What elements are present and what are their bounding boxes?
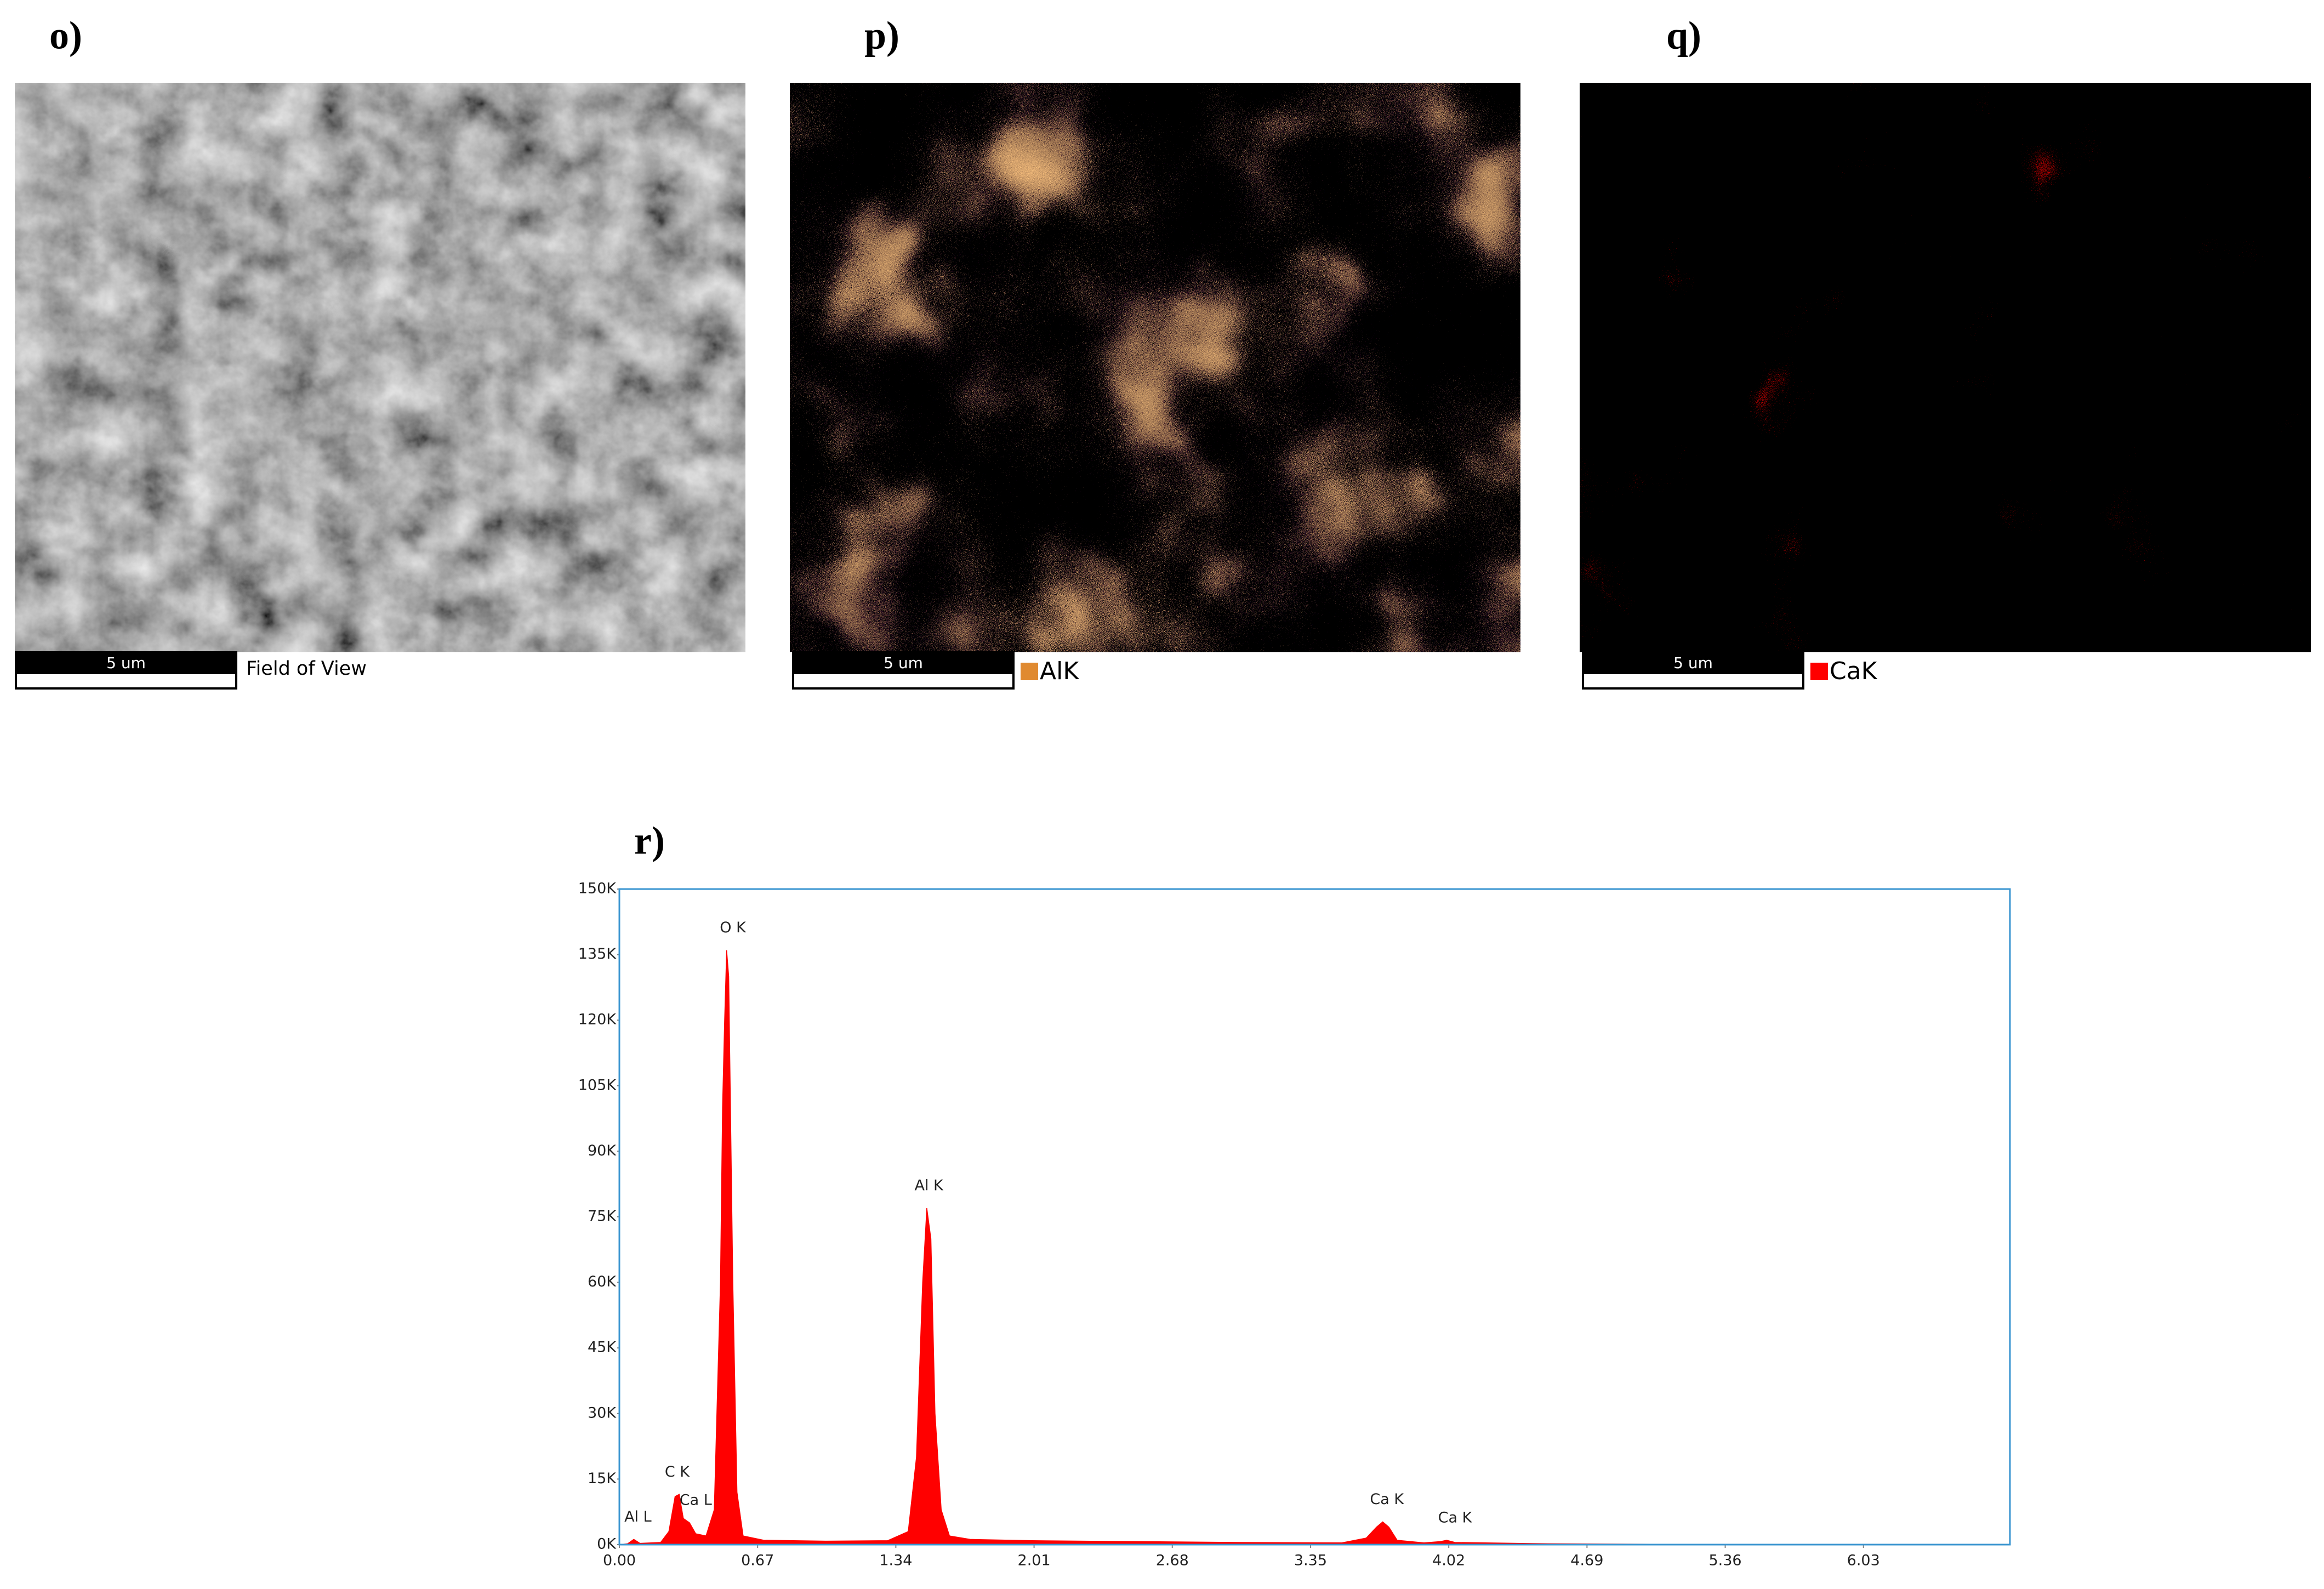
panel-label: r) [634,819,665,863]
scale-bar [1582,652,1804,674]
x-tick-label: 4.69 [1570,1552,1603,1569]
y-tick-label: 135K [578,946,617,962]
peak-label: Al K [914,1177,944,1194]
y-tick-label: 45K [588,1339,617,1356]
panel-o: o) 5 um Field of View [15,14,745,690]
legend-swatch [1021,663,1038,680]
x-tick-label: 2.01 [1018,1552,1051,1569]
x-tick-label: 0.67 [741,1552,774,1569]
alk-map [790,83,1520,652]
panel-label: o) [49,14,82,58]
x-tick-label: 3.35 [1294,1552,1327,1569]
panel-q: q) 5 um CaK [1580,14,2311,690]
peak-label: Al L [624,1508,652,1525]
spectrum-chart: 0K 15K 30K 45K 60K 75K 90K 105K 120K 135K 150K 0.00… [578,880,2011,1569]
peak-label: Ca L [680,1492,712,1509]
peak-label: O K [720,919,747,936]
scale-bar-label: 5 um [884,654,923,672]
sem-image [15,83,745,652]
peak-label: C K [665,1463,690,1480]
scale-bar-label: 5 um [106,654,146,672]
y-tick-label: 30K [588,1404,617,1421]
x-tick-label: 2.68 [1156,1552,1189,1569]
y-tick-label: 105K [578,1077,617,1093]
scale-bar-label: 5 um [1673,654,1713,672]
x-tick-label: 6.03 [1847,1552,1880,1569]
spectrum-area [619,950,2010,1545]
y-tick-label: 15K [588,1470,617,1487]
y-tick-label: 150K [578,880,617,897]
legend-swatch [1810,663,1828,680]
y-tick-label: 75K [588,1208,617,1225]
x-tick-label: 1.34 [879,1552,912,1569]
legend-label: AlK [1040,657,1079,685]
x-tick-label: 0.00 [603,1552,636,1569]
scale-bar [15,652,237,674]
peak-label: Ca K [1438,1510,1473,1527]
caption: Field of View [246,658,367,680]
cak-map [1580,83,2311,652]
y-tick-label: 120K [578,1011,617,1028]
x-tick-label: 4.02 [1432,1552,1465,1569]
y-tick-label: 0K [597,1536,617,1553]
scale-bar [792,652,1015,674]
y-tick-label: 60K [588,1273,617,1290]
x-tick-label: 5.36 [1708,1552,1741,1569]
plot-frame [618,888,2011,1546]
panel-label: p) [864,14,899,58]
legend-label: CaK [1830,657,1878,685]
peak-label: Ca K [1370,1491,1404,1508]
panel-p: p) 5 um AlK [790,14,1520,690]
y-tick-label: 90K [588,1142,617,1159]
panel-label: q) [1666,14,1701,58]
